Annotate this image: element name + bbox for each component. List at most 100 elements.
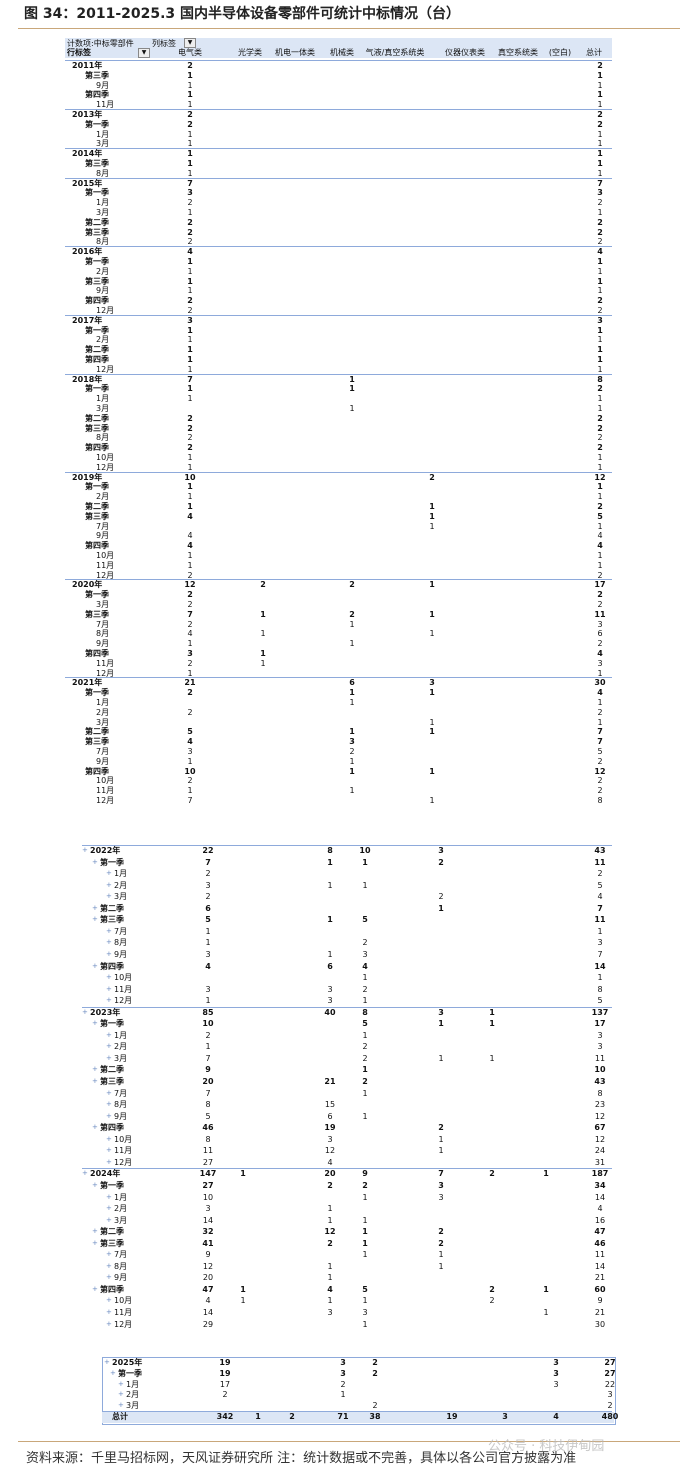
row-label: 第二季 <box>85 413 109 423</box>
footer-source: 资料来源：千里马招标网，天风证券研究所 注：统计数据或不完善，具体以各公司官方披… <box>26 1451 577 1466</box>
cell-value: 2 <box>372 1368 378 1378</box>
cell-value: 1 <box>429 502 435 511</box>
cell-value: 1 <box>597 551 603 560</box>
cell-value: 4 <box>187 541 193 551</box>
cell-value: 20 <box>202 1077 214 1086</box>
cell-value: 2 <box>187 433 193 443</box>
row-label: 第一季 <box>85 590 109 600</box>
cell-value: 16 <box>594 1215 606 1225</box>
row-label: 第一季 <box>100 1019 124 1029</box>
cell-value: 24 <box>594 1146 606 1156</box>
expand-icon: + <box>92 1123 98 1132</box>
row-label: 7月 <box>96 521 110 531</box>
cell-value: 2 <box>438 1238 444 1248</box>
row-label: 第四季 <box>100 961 124 971</box>
cell-value: 4 <box>362 961 368 971</box>
expand-icon: + <box>92 1019 98 1028</box>
row-label: 第二季 <box>85 345 109 355</box>
cell-value: 7 <box>597 178 603 188</box>
cell-value: 3 <box>438 1007 444 1017</box>
column-header: 机电一体类 <box>275 48 315 57</box>
row-label: 9月 <box>96 756 110 766</box>
row-label: 3月 <box>96 208 110 217</box>
cell-value: 5 <box>597 747 603 756</box>
row-label: 第四季 <box>85 766 109 776</box>
filter-button[interactable]: ▼ <box>138 48 150 58</box>
cell-value: 1 <box>349 688 355 698</box>
cell-value: 2 <box>597 110 603 119</box>
cell-value: 34 <box>594 1180 606 1190</box>
cell-value: 5 <box>205 1111 211 1121</box>
total-row-bg <box>102 1412 614 1423</box>
cell-value: 2 <box>349 747 355 756</box>
cell-value: 1 <box>597 257 603 266</box>
cell-value: 4 <box>205 961 211 971</box>
row-label: 第三季 <box>85 609 109 619</box>
row-label: 第三季 <box>100 915 124 925</box>
expand-icon: + <box>106 1100 112 1109</box>
cell-value: 2 <box>187 110 193 119</box>
cell-value: 10 <box>184 766 196 776</box>
cell-value: 11 <box>594 1053 606 1063</box>
row-label: 第三季 <box>85 423 109 433</box>
expand-icon: + <box>106 892 112 901</box>
cell-value: 2 <box>187 443 193 453</box>
cell-value: 8 <box>597 1088 603 1098</box>
expand-icon: + <box>106 1319 112 1328</box>
row-label: 2018年 <box>72 374 103 384</box>
cell-value: 2 <box>597 61 603 70</box>
cell-value: 1 <box>327 1296 333 1306</box>
cell-value: 1 <box>362 1215 368 1225</box>
cell-value: 2 <box>429 472 435 482</box>
cell-value: 10 <box>359 846 371 855</box>
row-label: 第二季 <box>85 217 109 227</box>
cell-value: 1 <box>187 139 193 149</box>
expand-icon: + <box>82 846 88 854</box>
cell-value: 1 <box>327 915 333 925</box>
cell-value: 1 <box>597 90 603 100</box>
cell-value: 1 <box>597 698 603 707</box>
row-label: 2019年 <box>72 472 103 482</box>
row-label: 2月 <box>126 1390 140 1400</box>
cell-value: 2 <box>260 580 266 590</box>
cell-value: 17 <box>219 1379 231 1389</box>
cell-value: 1 <box>260 649 266 658</box>
row-label: 第一季 <box>85 688 109 698</box>
cell-value: 2 <box>362 984 368 994</box>
cell-value: 3 <box>438 1180 444 1190</box>
row-label: 10月 <box>114 1296 133 1306</box>
cell-value: 1 <box>187 100 193 110</box>
cell-value: 3 <box>438 846 444 855</box>
cell-value: 4 <box>597 649 603 658</box>
cell-value: 3 <box>362 949 368 959</box>
cell-value: 1 <box>327 1273 333 1283</box>
cell-value: 1 <box>187 756 193 766</box>
cell-value: 3 <box>597 619 603 629</box>
filter-button[interactable]: ▼ <box>184 38 196 48</box>
cell-value: 1 <box>489 1053 495 1063</box>
cell-value: 12 <box>594 1134 606 1144</box>
column-header: 总计 <box>586 48 602 57</box>
cell-value: 1 <box>349 727 355 737</box>
cell-value: 1 <box>429 796 435 805</box>
cell-value: 1 <box>205 926 211 936</box>
year-separator <box>82 845 612 846</box>
cell-value: 2 <box>597 502 603 511</box>
cell-value: 9 <box>205 1065 211 1075</box>
row-label: 行标签 <box>67 48 91 57</box>
row-label: 第一季 <box>85 325 109 335</box>
row-label: 2020年 <box>72 580 103 590</box>
row-label: 1月 <box>114 1030 128 1040</box>
cell-value: 1 <box>349 766 355 776</box>
row-label: 7月 <box>96 747 110 756</box>
year-separator <box>82 1006 612 1008</box>
cell-value: 1 <box>362 996 368 1006</box>
row-label: 第二季 <box>100 1227 124 1237</box>
year-separator <box>102 1357 612 1358</box>
row-label: 2015年 <box>72 178 103 188</box>
cell-value: 1 <box>429 688 435 698</box>
cell-value: 7 <box>187 609 193 619</box>
cell-value: 2 <box>438 857 444 867</box>
cell-value: 1 <box>187 325 193 335</box>
column-header: 真空系统类 <box>498 48 538 57</box>
